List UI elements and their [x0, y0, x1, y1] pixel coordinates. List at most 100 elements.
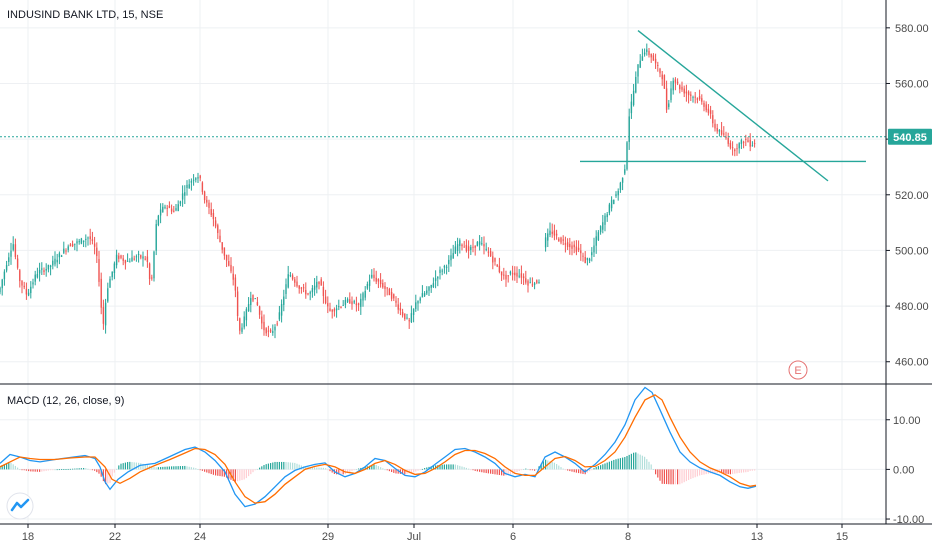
histogram-bar: [237, 469, 239, 482]
logo-badge[interactable]: [6, 492, 34, 520]
histogram-bar: [190, 467, 192, 470]
candle-body: [584, 257, 586, 264]
histogram-bar: [487, 469, 489, 474]
histogram-bar: [278, 461, 280, 470]
histogram-bar: [380, 467, 382, 470]
macd-pane[interactable]: [0, 386, 757, 508]
histogram-bar: [186, 466, 188, 470]
candle-body: [533, 283, 536, 285]
candle-body: [0, 287, 1, 293]
candle-body: [681, 86, 683, 90]
histogram-bar: [688, 469, 690, 481]
candle-body: [285, 284, 287, 295]
candle-body: [311, 288, 314, 293]
histogram-bar: [349, 469, 351, 472]
candle-body: [410, 313, 413, 323]
candle-body: [485, 248, 487, 250]
candle-body: [569, 243, 571, 248]
histogram-bar: [674, 469, 676, 485]
candle-body: [386, 287, 388, 289]
candle-body: [49, 265, 52, 268]
price-axis[interactable]: 580.00560.00540.00520.00500.00480.00460.…: [886, 23, 929, 369]
histogram-bar: [699, 469, 701, 476]
time-tick-label: 13: [751, 531, 763, 543]
histogram-bar: [162, 466, 164, 470]
histogram-bar: [329, 469, 331, 472]
histogram-bar: [751, 469, 753, 471]
histogram-bar: [463, 467, 465, 470]
candle-body: [104, 302, 107, 326]
histogram-bar: [289, 462, 291, 470]
histogram-bar: [608, 461, 610, 470]
histogram-bar: [298, 464, 300, 470]
histogram-bar: [531, 469, 533, 471]
candle-body: [547, 233, 549, 241]
candle-body: [659, 68, 661, 74]
histogram-bar: [553, 462, 555, 470]
histogram-bar: [325, 468, 327, 470]
histogram-bar: [320, 467, 322, 470]
candle-body: [714, 123, 716, 129]
histogram-bar: [421, 468, 423, 470]
histogram-bar: [19, 469, 21, 471]
histogram-bar: [23, 469, 25, 471]
time-tick-label: 15: [836, 531, 848, 543]
candle-body: [745, 138, 747, 140]
histogram-bar: [461, 466, 463, 470]
histogram-bar: [600, 465, 602, 470]
time-tick-label: 18: [22, 531, 34, 543]
candle-body: [478, 241, 481, 245]
candle-body: [305, 289, 307, 295]
histogram-bar: [575, 469, 577, 473]
candle-body: [146, 256, 149, 262]
candle-body: [492, 256, 494, 263]
histogram-bar: [311, 467, 313, 470]
candle-body: [228, 261, 230, 266]
histogram-bar: [520, 469, 522, 471]
candle-body: [287, 274, 289, 288]
candle-body: [624, 169, 626, 174]
histogram-bar: [1, 465, 3, 470]
histogram-bar: [454, 464, 456, 470]
candle-body: [725, 136, 727, 139]
histogram-bar: [439, 464, 441, 470]
histogram-bar: [8, 462, 10, 470]
histogram-bar: [529, 469, 531, 471]
candle-body: [604, 215, 606, 225]
candle-body: [234, 277, 237, 291]
candle-body: [571, 245, 573, 249]
candle-body: [516, 272, 518, 277]
candle-body: [122, 258, 124, 261]
histogram-bar: [100, 469, 102, 477]
histogram-bar: [481, 469, 483, 473]
histogram-bar: [393, 469, 395, 473]
earnings-event-marker[interactable]: E: [788, 360, 808, 380]
candle-body: [294, 279, 296, 283]
macd-axis[interactable]: 10.00 0.00 -10.00: [886, 415, 924, 526]
histogram-bar: [703, 469, 705, 475]
descending-trendline[interactable]: [637, 30, 829, 182]
price-pane[interactable]: E: [0, 30, 886, 380]
candle-body: [254, 298, 256, 300]
histogram-bar: [580, 469, 582, 474]
histogram-bar: [639, 454, 641, 470]
candle-body: [639, 60, 641, 68]
candle-body: [102, 307, 105, 324]
candle-body: [690, 94, 692, 96]
time-axis[interactable]: 18 22 24 29 Jul 6 8 13 15: [22, 524, 848, 543]
candle-body: [65, 250, 67, 252]
candle-body: [197, 177, 199, 179]
candle-body: [606, 214, 608, 218]
histogram-bar: [188, 466, 190, 470]
histogram-bar: [292, 462, 294, 470]
candle-body: [753, 143, 756, 145]
histogram-bar: [476, 469, 478, 472]
candle-body: [507, 275, 509, 277]
histogram-bar: [252, 469, 254, 473]
candle-body: [252, 294, 254, 301]
histogram-bar: [386, 469, 388, 471]
histogram-bar: [413, 469, 415, 473]
histogram-bar: [659, 469, 661, 481]
histogram-bar: [562, 468, 564, 470]
